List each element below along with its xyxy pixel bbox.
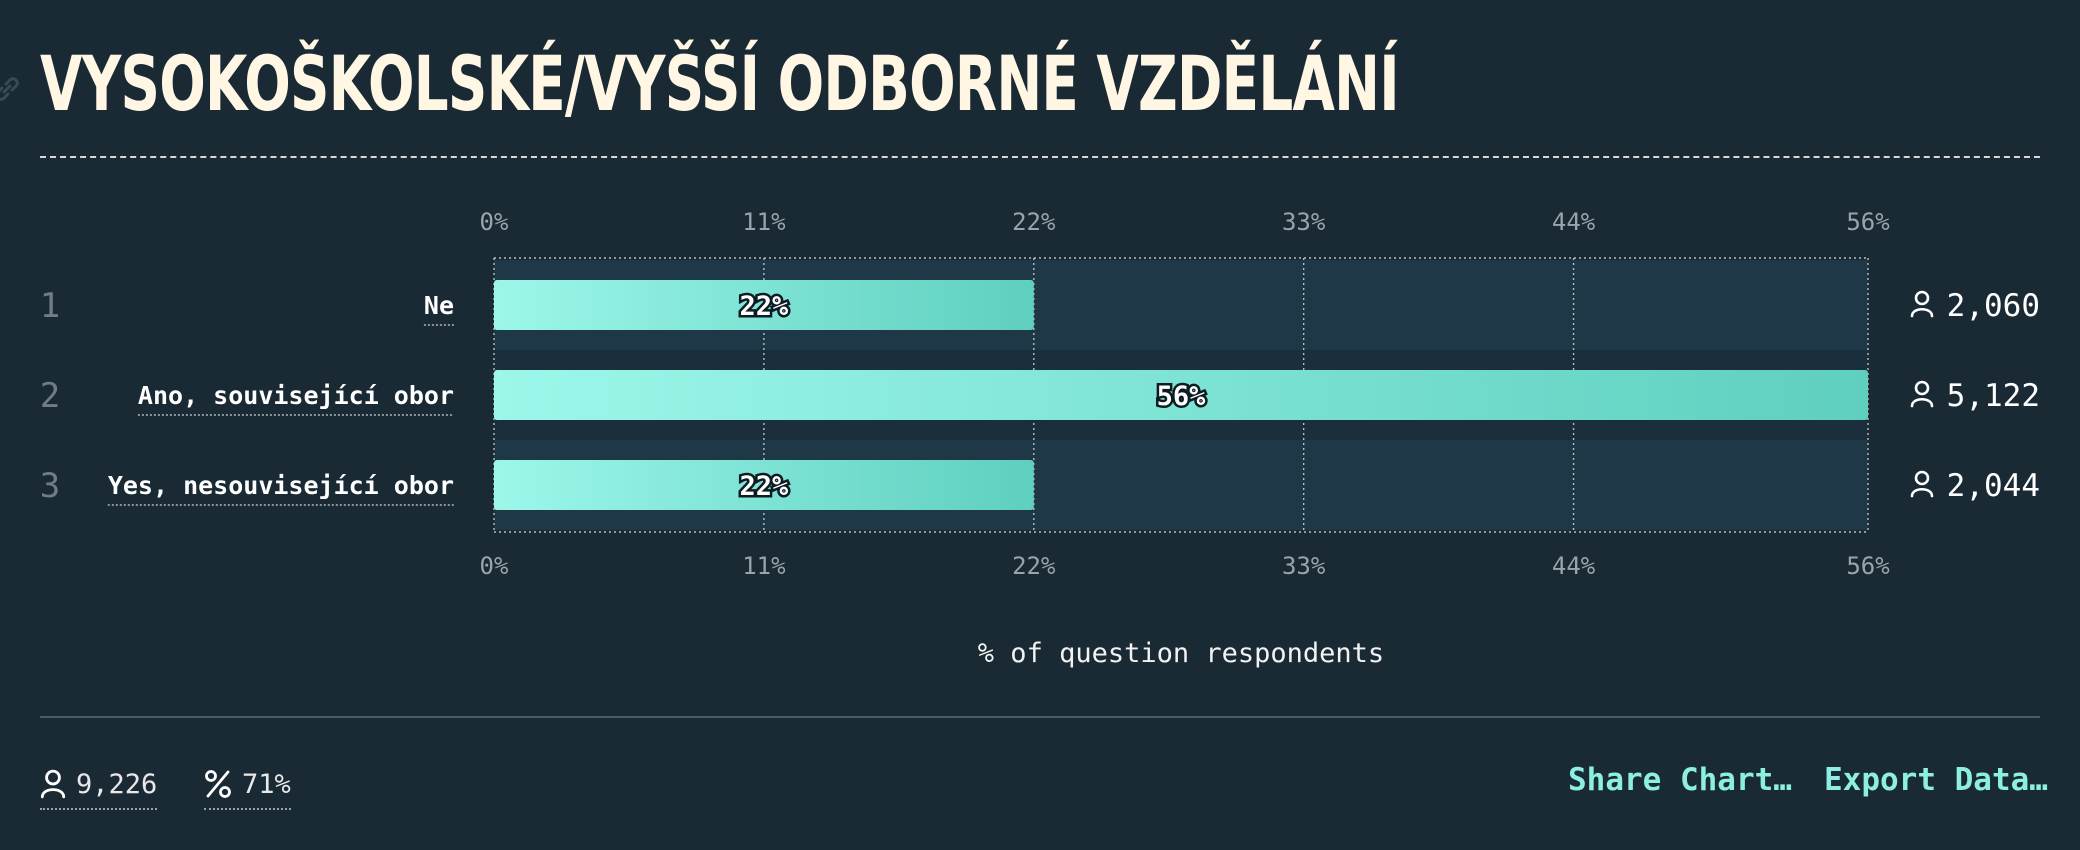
bottom-tick-label-5: 56%: [1846, 552, 1890, 580]
share-chart-button[interactable]: Share Chart…: [1568, 762, 1792, 798]
category-labels: 1 Ne 2 Ano, související obor 3 Yes, nesouvise…: [40, 286, 454, 506]
respondent-count-2: 5,122: [1947, 378, 2040, 414]
bar-3[interactable]: [494, 460, 1034, 510]
response-rate[interactable]: 71%: [204, 762, 291, 810]
respondent-count-3: 2,044: [1947, 468, 2040, 504]
rank-1: 1: [40, 286, 60, 326]
respondent-counts: 2,060 5,122 2,044: [1910, 288, 2040, 504]
top-tick-label-0: 0%: [480, 208, 509, 236]
bottom-tick-label-2: 22%: [1012, 552, 1056, 580]
rank-3: 3: [40, 466, 60, 506]
bottom-tick-label-3: 33%: [1282, 552, 1326, 580]
bar-value-label-1: 22%: [740, 291, 790, 322]
bar-2[interactable]: [494, 370, 1868, 420]
export-data-button[interactable]: Export Data…: [1824, 762, 2048, 798]
percent-icon: [205, 770, 231, 798]
x-axis-label: % of question respondents: [977, 638, 1385, 669]
bar-1[interactable]: [494, 280, 1034, 330]
person-icon: [1910, 380, 1934, 408]
bar-value-label-2: 56%: [1157, 381, 1207, 412]
total-respondents-value: 9,226: [76, 768, 158, 800]
link-icon[interactable]: [0, 74, 22, 104]
person-icon: [40, 769, 66, 799]
bottom-tick-label-1: 11%: [742, 552, 786, 580]
top-tick-label-3: 33%: [1282, 208, 1326, 236]
bottom-tick-label-0: 0%: [480, 552, 509, 580]
top-tick-label-2: 22%: [1012, 208, 1056, 236]
rank-2: 2: [40, 376, 60, 416]
total-respondents[interactable]: 9,226: [40, 762, 158, 810]
bar-chart: 22% 56% 22% 1 Ne 2 Ano, související obor 3 Yes,…: [40, 208, 2040, 580]
chart-title: VYSOKOŠKOLSKÉ/VYŠŠÍ ODBORNÉ VZDĚLÁNÍ: [40, 39, 1400, 128]
top-tick-label-4: 44%: [1552, 208, 1596, 236]
bar-value-label-3: 22%: [740, 471, 790, 502]
x-axis-ticks: 0% 0% 11% 11% 22% 22% 33% 33% 44% 44% 56% 56%: [480, 208, 1891, 580]
bars: 22% 56% 22%: [494, 280, 1868, 510]
top-tick-label-5: 56%: [1846, 208, 1890, 236]
category-label-3[interactable]: Yes, nesouvisející obor: [108, 471, 454, 500]
person-icon: [1910, 470, 1934, 498]
person-icon: [1910, 290, 1934, 318]
bottom-tick-label-4: 44%: [1552, 552, 1596, 580]
title-divider: [40, 156, 2040, 158]
category-label-1[interactable]: Ne: [424, 291, 454, 320]
respondent-count-1: 2,060: [1947, 288, 2040, 324]
top-tick-label-1: 11%: [742, 208, 786, 236]
category-label-2[interactable]: Ano, související obor: [138, 381, 454, 410]
response-rate-value: 71%: [242, 768, 291, 800]
footer-divider: [40, 716, 2040, 718]
